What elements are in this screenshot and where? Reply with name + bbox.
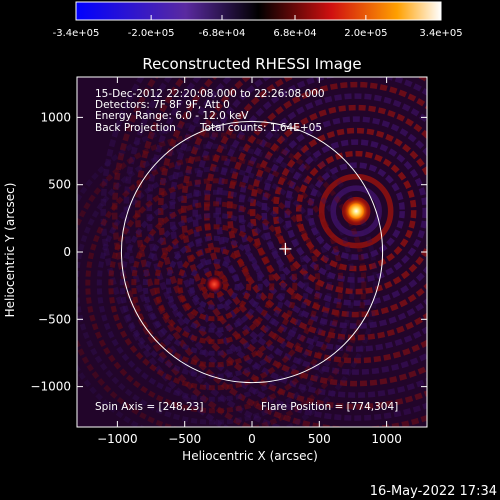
secondary-ring [77, 132, 367, 427]
x-tick-label: 500 [308, 432, 331, 446]
chart-title: Reconstructed RHESSI Image [142, 55, 361, 73]
flare-ring [272, 127, 427, 295]
secondary-ring [131, 201, 298, 368]
x-tick-label: 0 [248, 432, 256, 446]
annotation-block: 15-Dec-2012 22:20:08.000 to 22:26:08.000… [95, 88, 398, 413]
colorbar-tick-label: 2.0e+05 [344, 28, 387, 39]
annotation-energy: Energy Range: 6.0 - 12.0 keV [95, 110, 249, 122]
y-tick-label: −500 [38, 312, 71, 326]
flare-ring [203, 77, 427, 364]
secondary-ring [154, 224, 275, 345]
x-tick-label: −1000 [97, 432, 138, 446]
colorbar [75, 1, 442, 21]
secondary-ring [77, 120, 378, 427]
y-tick-label: −1000 [30, 380, 71, 394]
secondary-ring [77, 143, 355, 425]
colorbar-tick-label: -6.8e+04 [199, 28, 246, 39]
secondary-ring [108, 178, 321, 391]
footer-timestamp: 16-May-2022 17:34 [370, 484, 497, 499]
secondary-ring [200, 270, 229, 299]
secondary-ring [177, 247, 252, 322]
x-axis-label: Heliocentric X (arcsec) [182, 449, 318, 463]
annotation-time: 15-Dec-2012 22:20:08.000 to 22:26:08.000 [95, 88, 325, 100]
secondary-source [205, 275, 224, 294]
flare-ring [100, 77, 230, 427]
flare-ring [330, 185, 382, 237]
annotation-detectors: Detectors: 7F 8F 9F, Att 0 [95, 99, 230, 111]
annotation-spin-axis: Spin Axis = [248,23] [95, 401, 203, 413]
flare-ring [146, 77, 427, 421]
secondary-ring [165, 235, 263, 333]
flare-ring [284, 139, 427, 283]
secondary-ring [96, 166, 332, 402]
secondary-ring [142, 212, 286, 356]
y-tick-label: 1000 [40, 110, 71, 124]
image-layer [77, 77, 427, 427]
y-tick-label: 500 [48, 178, 71, 192]
x-tick-label: 1000 [371, 432, 402, 446]
x-tick-label: −500 [168, 432, 201, 446]
annotation-counts: Total counts: 1.64E+05 [199, 122, 322, 134]
secondary-ring [119, 189, 309, 379]
flare-ring [192, 77, 427, 375]
y-axis-label: Heliocentric Y (arcsec) [3, 183, 17, 318]
flare-ring [261, 116, 427, 306]
annotation-flare-position: Flare Position = [774,304] [261, 401, 398, 413]
flare-ring [307, 162, 405, 260]
colorbar-tick-label: -2.0e+05 [128, 28, 175, 39]
colorbar-tick-label: 6.8e+04 [273, 28, 316, 39]
flare-ring [295, 150, 417, 272]
colorbar-tick-label: -3.4e+05 [53, 28, 100, 39]
flare-ring [318, 173, 394, 249]
secondary-ring [85, 155, 344, 414]
colorbar-tick-label: 3.4e+05 [419, 28, 462, 39]
flare-source [343, 198, 370, 225]
y-tick-label: 0 [63, 245, 71, 259]
flare-ring [135, 77, 427, 427]
flare-ring [123, 77, 286, 427]
flare-ring [226, 81, 427, 341]
flare-ring [215, 77, 427, 352]
annotation-method: Back Projection [95, 122, 176, 134]
secondary-ring [188, 258, 240, 310]
solar-limb [120, 120, 384, 384]
